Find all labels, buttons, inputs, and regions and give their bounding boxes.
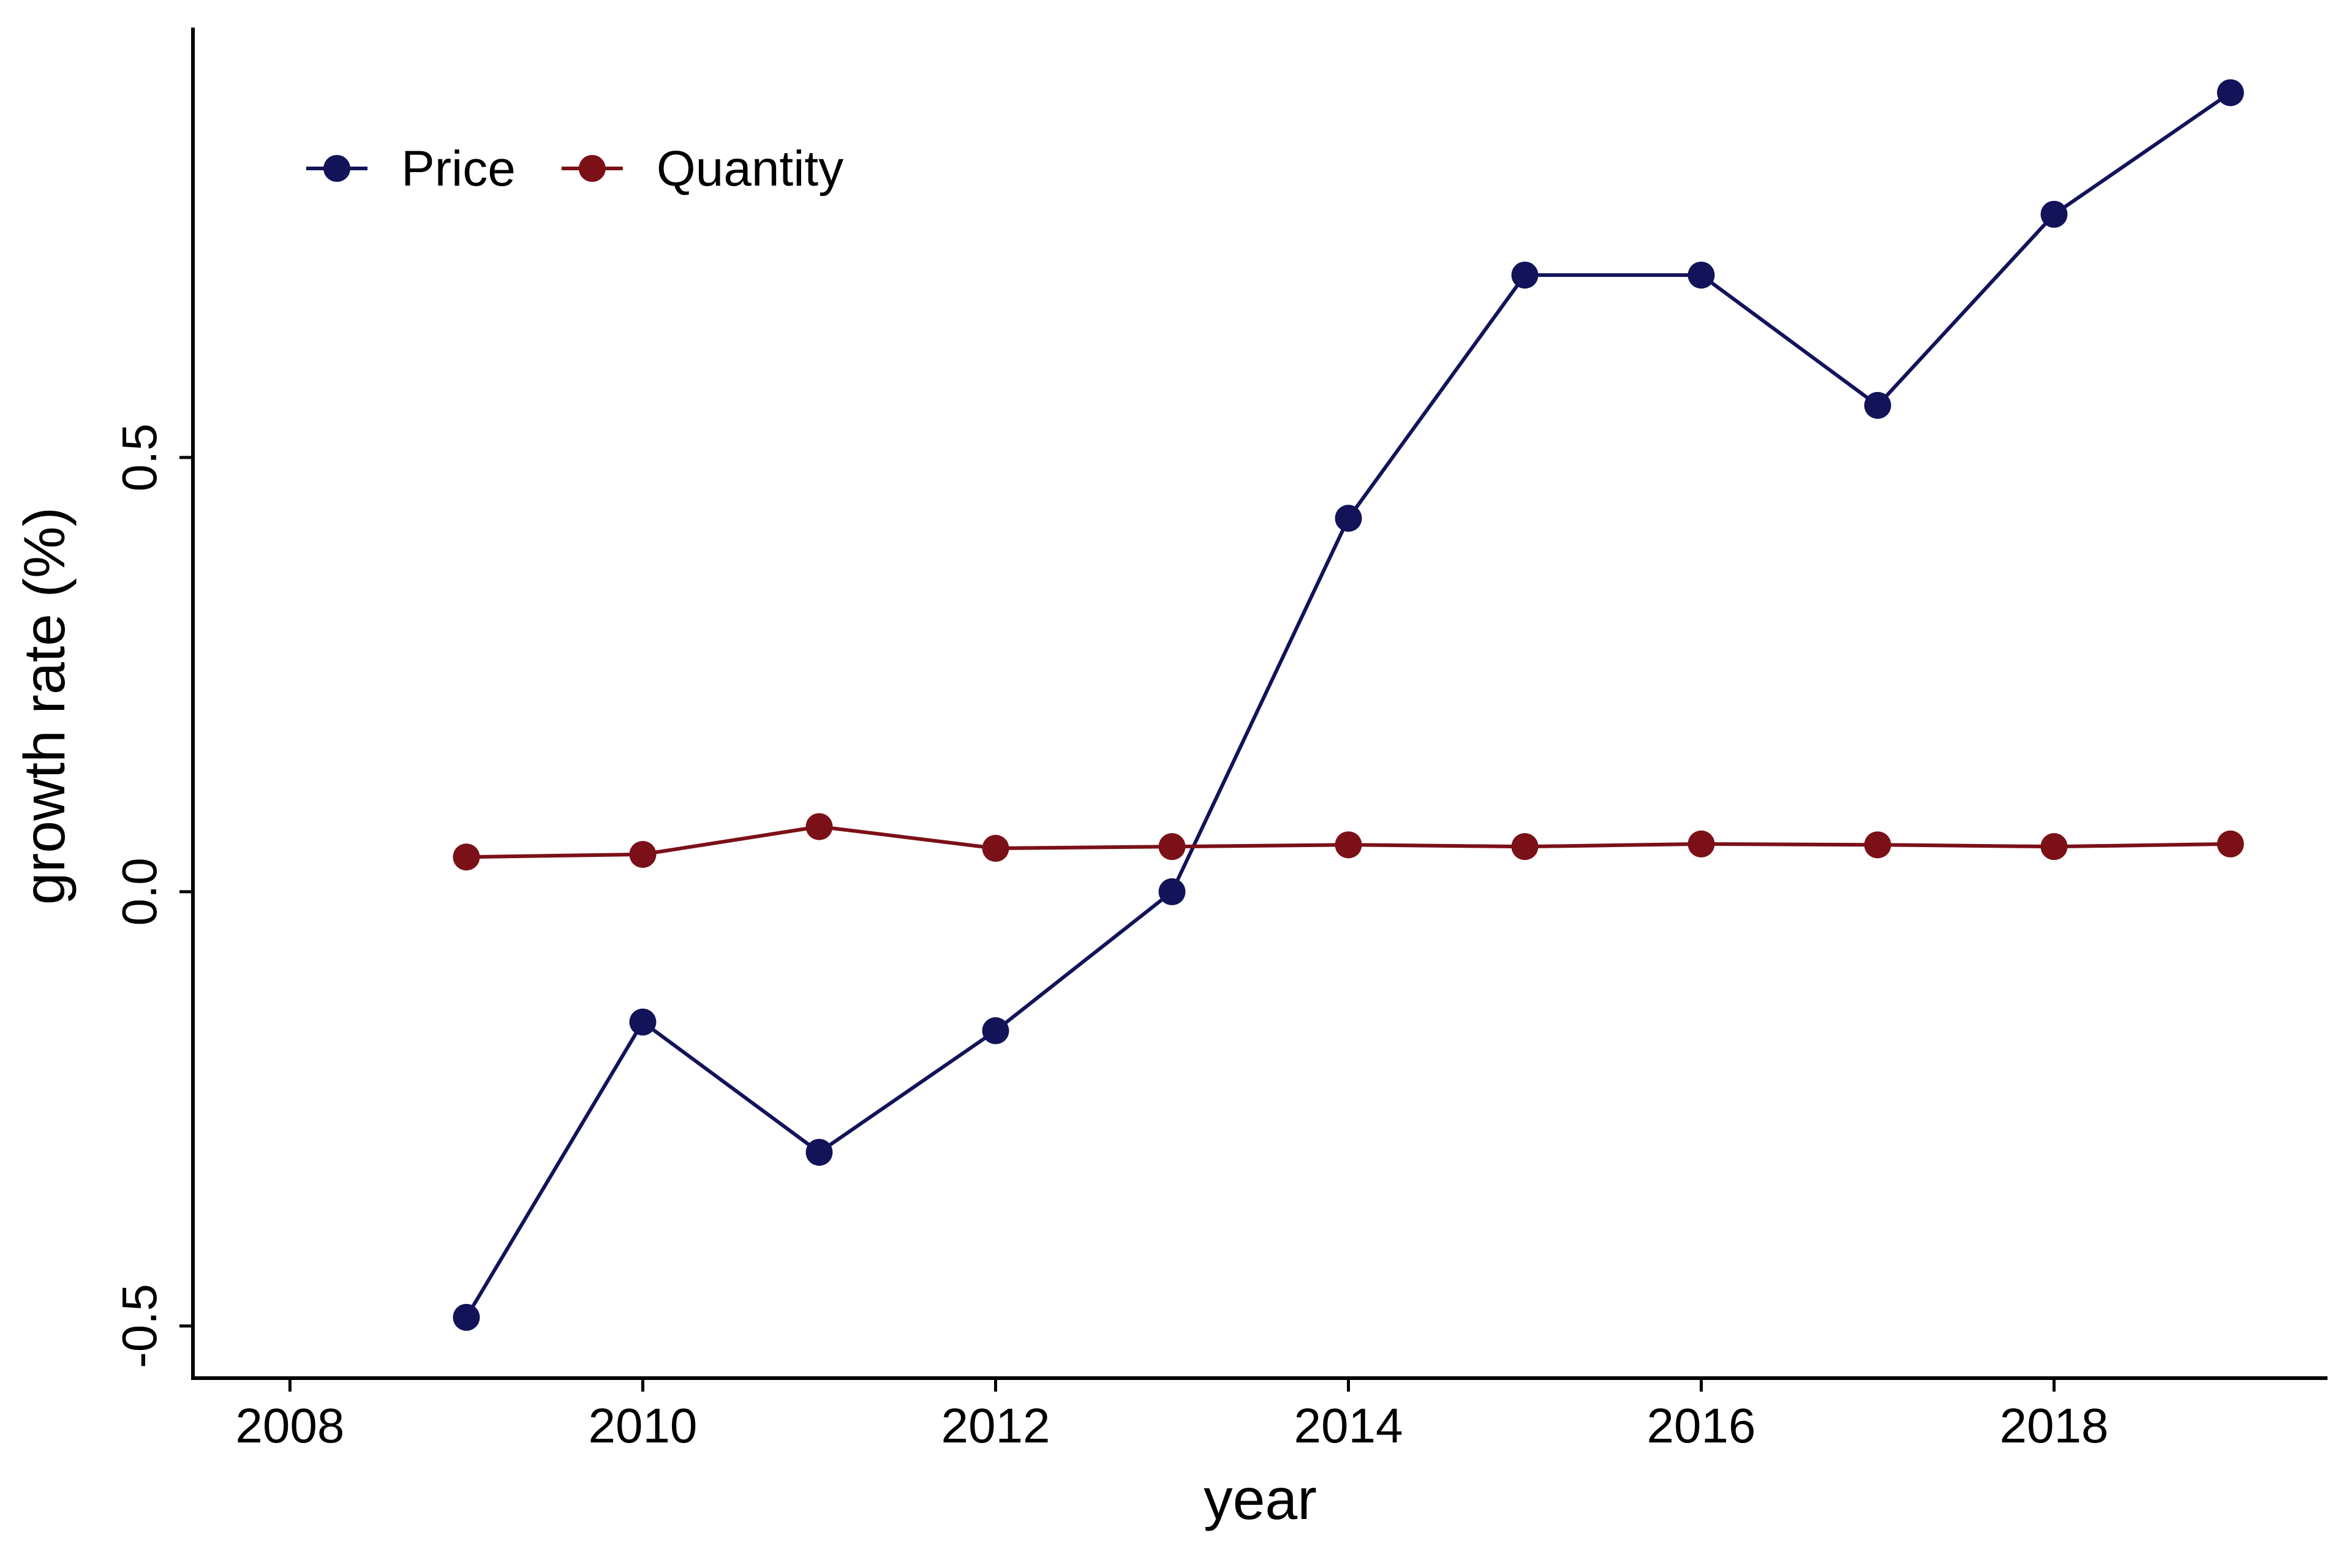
legend-label: Quantity (657, 141, 843, 197)
price-point (2217, 79, 2244, 107)
price-point (1511, 262, 1539, 289)
legend-item-quantity: Quantity (561, 141, 843, 197)
x-tick-label: 2012 (941, 1398, 1050, 1453)
y-tick-label: -0.5 (112, 1284, 167, 1368)
quantity-point (1511, 833, 1539, 861)
series-group (453, 79, 2244, 1331)
y-axis-title: growth rate (%) (12, 507, 77, 905)
x-tick-label: 2014 (1294, 1398, 1403, 1453)
price-line (464, 91, 2232, 1319)
price-point (629, 1008, 657, 1036)
price-point (982, 1017, 1009, 1044)
quantity-point (1335, 831, 1362, 859)
legend-label: Price (401, 141, 516, 197)
price-point (1335, 505, 1362, 532)
price-point (1158, 878, 1186, 905)
series-price (453, 79, 2244, 1331)
quantity-point (982, 835, 1009, 862)
quantity-point (805, 813, 833, 840)
price-point (1687, 262, 1715, 289)
quantity-point (2040, 833, 2068, 861)
x-tick-label: 2018 (2000, 1398, 2109, 1453)
quantity-point (1864, 831, 1891, 859)
legend-key-marker (323, 155, 350, 182)
price-point (453, 1303, 480, 1331)
x-tick-label: 2016 (1647, 1398, 1756, 1453)
axes: 2008 2010 2012 2014 2016 2018 -0.5 0.0 0.5 (112, 28, 2328, 1453)
series-quantity (453, 813, 2244, 871)
y-tick-label: 0.5 (112, 423, 167, 491)
quantity-point (1158, 833, 1186, 861)
x-axis-title: year (1204, 1467, 1317, 1532)
legend: Price Quantity (306, 141, 843, 197)
price-point (1864, 391, 1891, 419)
y-tick-label: 0.0 (112, 858, 167, 925)
quantity-point (1687, 830, 1715, 858)
quantity-point (629, 840, 657, 868)
quantity-point (2217, 830, 2244, 858)
legend-item-price: Price (306, 141, 516, 197)
quantity-point (453, 843, 480, 871)
x-tick-label: 2008 (235, 1398, 344, 1453)
price-point (805, 1139, 833, 1166)
legend-key-marker (578, 155, 606, 182)
x-tick-label: 2010 (588, 1398, 697, 1453)
price-point (2040, 200, 2068, 228)
